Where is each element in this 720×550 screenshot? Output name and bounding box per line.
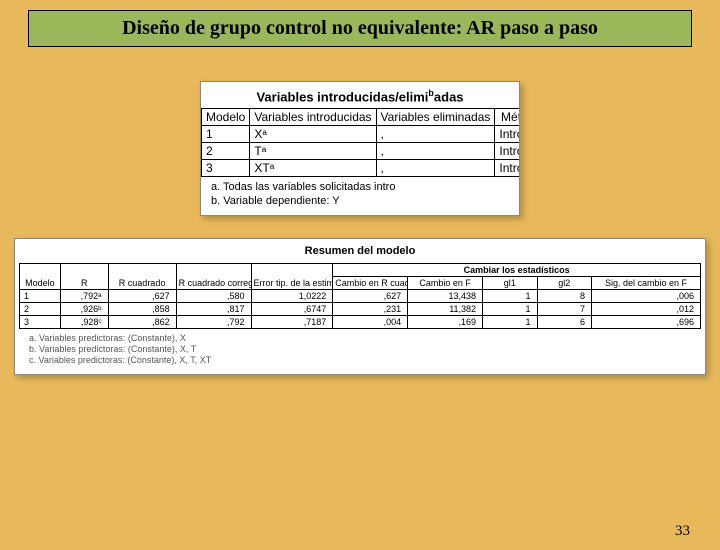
cell-gl2: 7 [537,303,591,316]
cell-intro: XTᵃ [250,160,376,177]
model-summary-notes: a. Variables predictoras: (Constante), X… [19,329,701,365]
table-row: 2 ,926ᵇ ,858 ,817 ,6747 ,231 11,382 1 7 … [20,303,701,316]
table-row: 2 Tᵃ , Introduc [202,143,521,160]
col-model: Modelo [202,109,250,126]
col-r2: R cuadrado [108,264,176,290]
col-dRcuad: Cambio en R cuadrado [333,277,408,290]
cell-gl1: 1 [483,316,537,329]
col-sigF: Sig. del cambio en F [591,277,700,290]
cell-r2: ,858 [108,303,176,316]
note-b: b. Variable dependiente: Y [211,195,513,207]
table-row: 1 Xᵃ , Introduc [202,126,521,143]
col-group-change: Cambiar los estadísticos [333,264,701,277]
cell-err: ,7187 [251,316,333,329]
cell-r2adj: ,817 [176,303,251,316]
cell-gl1: 1 [483,303,537,316]
slide-title: Diseño de grupo control no equivalente: … [28,10,692,47]
table-row: 1 ,792ᵃ ,627 ,580 1,0222 ,627 13,438 1 8… [20,290,701,303]
cell-sigF: ,012 [591,303,700,316]
cell-dRcuad: ,004 [333,316,408,329]
cell-model: 3 [20,316,61,329]
table-row: 3 XTᵃ , Introduc [202,160,521,177]
col-dF: Cambio en F [408,277,483,290]
cell-r2: ,862 [108,316,176,329]
cell-r2adj: ,580 [176,290,251,303]
note-c: c. Variables predictoras: (Constante), X… [29,355,697,365]
model-summary-table: Modelo R R cuadrado R cuadrado corregida… [19,263,701,329]
col-intro: Variables introducidas [250,109,376,126]
cell-r: ,792ᵃ [60,290,108,303]
cell-elim: , [376,143,495,160]
col-err: Error tip. de la estimación [251,264,333,290]
cell-r: ,926ᵇ [60,303,108,316]
cell-gl2: 6 [537,316,591,329]
cell-model: 2 [20,303,61,316]
note-b: b. Variables predictoras: (Constante), X… [29,344,697,354]
model-summary-caption: Resumen del modelo [19,245,701,263]
cell-r2: ,627 [108,290,176,303]
cell-model: 1 [20,290,61,303]
col-model: Modelo [20,264,61,290]
variables-table-caption: Variables introducidas/elimibadas [201,86,519,108]
cell-sigF: ,696 [591,316,700,329]
cell-elim: , [376,160,495,177]
cell-dRcuad: ,231 [333,303,408,316]
col-r: R [60,264,108,290]
model-summary-panel: Resumen del modelo Modelo R R cuadrado R… [14,238,706,375]
cell-model: 1 [202,126,250,143]
table-row: 3 ,928ᶜ ,862 ,792 ,7187 ,004 ,169 1 6 ,6… [20,316,701,329]
cell-dF: 13,438 [408,290,483,303]
cell-method: Introduc [495,160,520,177]
col-r2adj: R cuadrado corregida [176,264,251,290]
cell-model: 2 [202,143,250,160]
cell-sigF: ,006 [591,290,700,303]
variables-table-panel: Variables introducidas/elimibadas Modelo… [200,81,520,216]
variables-table-notes: a. Todas las variables solicitadas intro… [201,177,519,207]
col-gl1: gl1 [483,277,537,290]
cell-err: ,6747 [251,303,333,316]
col-gl2: gl2 [537,277,591,290]
cell-dF: 11,382 [408,303,483,316]
note-a: a. Todas las variables solicitadas intro [211,181,513,193]
cell-elim: , [376,126,495,143]
cell-err: 1,0222 [251,290,333,303]
cell-gl1: 1 [483,290,537,303]
cell-method: Introduc [495,126,520,143]
col-method: Método [495,109,520,126]
cell-r: ,928ᶜ [60,316,108,329]
cell-r2adj: ,792 [176,316,251,329]
variables-table: Modelo Variables introducidas Variables … [201,108,520,177]
caption-text-pre: Variables introducidas/elimi [256,89,428,104]
cell-intro: Tᵃ [250,143,376,160]
cell-model: 3 [202,160,250,177]
cell-method: Introduc [495,143,520,160]
cell-gl2: 8 [537,290,591,303]
caption-text-post: adas [434,89,464,104]
note-a: a. Variables predictoras: (Constante), X [29,333,697,343]
cell-intro: Xᵃ [250,126,376,143]
page-number: 33 [675,523,690,540]
col-elim: Variables eliminadas [376,109,495,126]
cell-dF: ,169 [408,316,483,329]
cell-dRcuad: ,627 [333,290,408,303]
